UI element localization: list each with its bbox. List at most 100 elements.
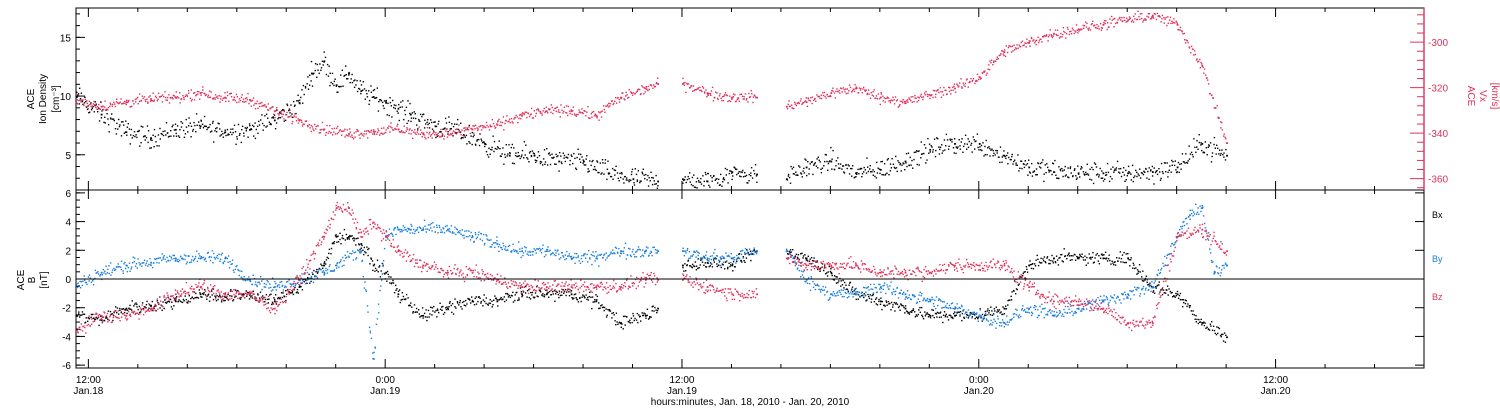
by-point — [203, 259, 205, 261]
velocity-vx-point — [80, 99, 83, 101]
ion-density-point — [601, 159, 604, 161]
velocity-vx-point — [1199, 58, 1201, 61]
velocity-vx-point — [1077, 28, 1080, 31]
velocity-vx-point — [499, 124, 501, 127]
velocity-vx-point — [547, 112, 549, 114]
velocity-vx-point — [729, 100, 732, 103]
by-point — [345, 257, 347, 259]
ion-density-point — [829, 160, 831, 162]
ion-density-point — [77, 93, 80, 95]
velocity-vx-point — [692, 90, 694, 92]
bx-point — [643, 312, 645, 314]
velocity-vx-point — [370, 129, 373, 131]
velocity-vx-point — [357, 130, 359, 132]
bx-point — [1145, 275, 1148, 277]
ion-density-point — [851, 175, 853, 177]
velocity-vx-point — [202, 86, 204, 88]
bx-point — [346, 237, 348, 239]
velocity-vx-point — [194, 92, 196, 94]
velocity-vx-point — [884, 97, 887, 100]
ion-density-point — [555, 163, 557, 165]
bx-point — [724, 261, 727, 263]
by-point — [338, 262, 341, 264]
velocity-vx-point — [857, 92, 860, 94]
ion-density-point — [97, 111, 99, 113]
bx-point — [528, 288, 530, 291]
bx-point — [596, 295, 599, 298]
bx-point — [953, 313, 955, 315]
ion-density-point — [380, 100, 382, 102]
by-point — [529, 251, 531, 254]
ion-density-point — [276, 109, 278, 111]
bx-point — [1093, 261, 1095, 263]
ion-density-point — [311, 85, 314, 87]
by-point — [437, 232, 439, 234]
by-point — [179, 259, 181, 262]
bx-point — [371, 260, 374, 262]
bx-point — [246, 291, 249, 294]
velocity-vx-point — [544, 110, 547, 113]
velocity-vx-point — [172, 94, 174, 97]
by-point — [248, 276, 250, 278]
bx-point — [1015, 293, 1017, 295]
by-point — [812, 280, 814, 283]
velocity-vx-point — [936, 89, 939, 92]
velocity-vx-point — [980, 77, 982, 79]
bx-point — [470, 302, 472, 304]
bx-point — [387, 273, 389, 276]
bx-point — [875, 297, 878, 299]
by-point — [507, 245, 510, 248]
velocity-vx-point — [701, 90, 703, 93]
bx-point — [857, 298, 859, 300]
bx-point — [732, 263, 734, 265]
ion-density-point — [444, 117, 447, 120]
by-point — [399, 231, 401, 233]
bx-point — [432, 310, 434, 312]
ion-density-point — [685, 181, 687, 184]
by-point — [120, 260, 123, 262]
velocity-vx-point — [618, 101, 621, 103]
velocity-vx-point — [828, 95, 831, 98]
velocity-vx-point — [886, 96, 888, 98]
bx-point — [1048, 259, 1050, 261]
ion-density-point — [656, 187, 659, 189]
ion-density-point — [820, 168, 822, 170]
ion-density-point — [445, 122, 448, 124]
velocity-vx-point — [953, 85, 955, 88]
bx-point — [1133, 267, 1136, 270]
velocity-vx-point — [270, 107, 272, 109]
ion-density-point — [855, 172, 857, 175]
bx-point — [395, 289, 397, 291]
ion-density-point — [1120, 175, 1123, 178]
by-point — [405, 229, 407, 231]
by-point — [95, 272, 97, 274]
ion-density-point — [1018, 170, 1020, 172]
bx-point — [918, 309, 920, 311]
bx-point — [840, 280, 842, 282]
velocity-vx-point — [251, 99, 254, 101]
velocity-vx-point — [97, 108, 99, 110]
velocity-vx-point — [827, 95, 829, 98]
bx-point — [1214, 332, 1216, 335]
velocity-vx-point — [1208, 83, 1210, 85]
by-point — [432, 222, 434, 224]
velocity-vx-point — [929, 97, 931, 100]
ion-density-point — [1023, 166, 1026, 169]
velocity-vx-point — [795, 104, 797, 107]
ion-density-point — [415, 117, 417, 120]
bx-point — [1018, 283, 1020, 285]
velocity-vx-point — [712, 100, 715, 102]
bx-point — [352, 238, 354, 240]
bx-point — [830, 271, 833, 274]
by-point — [173, 254, 175, 257]
velocity-vx-point — [899, 104, 901, 106]
by-point — [246, 279, 248, 281]
velocity-vx-point — [1146, 15, 1148, 18]
velocity-vx-point — [941, 91, 944, 93]
ion-density-point — [1106, 162, 1109, 165]
ion-density-point — [657, 180, 659, 183]
velocity-vx-point — [845, 88, 847, 90]
bx-point — [866, 299, 868, 301]
by-point — [325, 269, 327, 272]
bx-point — [1224, 341, 1227, 343]
